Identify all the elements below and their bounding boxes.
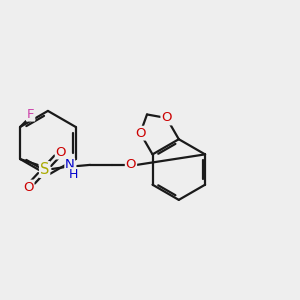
- Text: O: O: [135, 127, 146, 140]
- Text: O: O: [56, 146, 66, 158]
- Text: F: F: [27, 108, 34, 121]
- Text: S: S: [40, 162, 49, 177]
- Text: H: H: [69, 168, 79, 181]
- Text: O: O: [23, 181, 34, 194]
- Text: N: N: [65, 158, 75, 171]
- Text: O: O: [126, 158, 136, 171]
- Text: O: O: [161, 112, 172, 124]
